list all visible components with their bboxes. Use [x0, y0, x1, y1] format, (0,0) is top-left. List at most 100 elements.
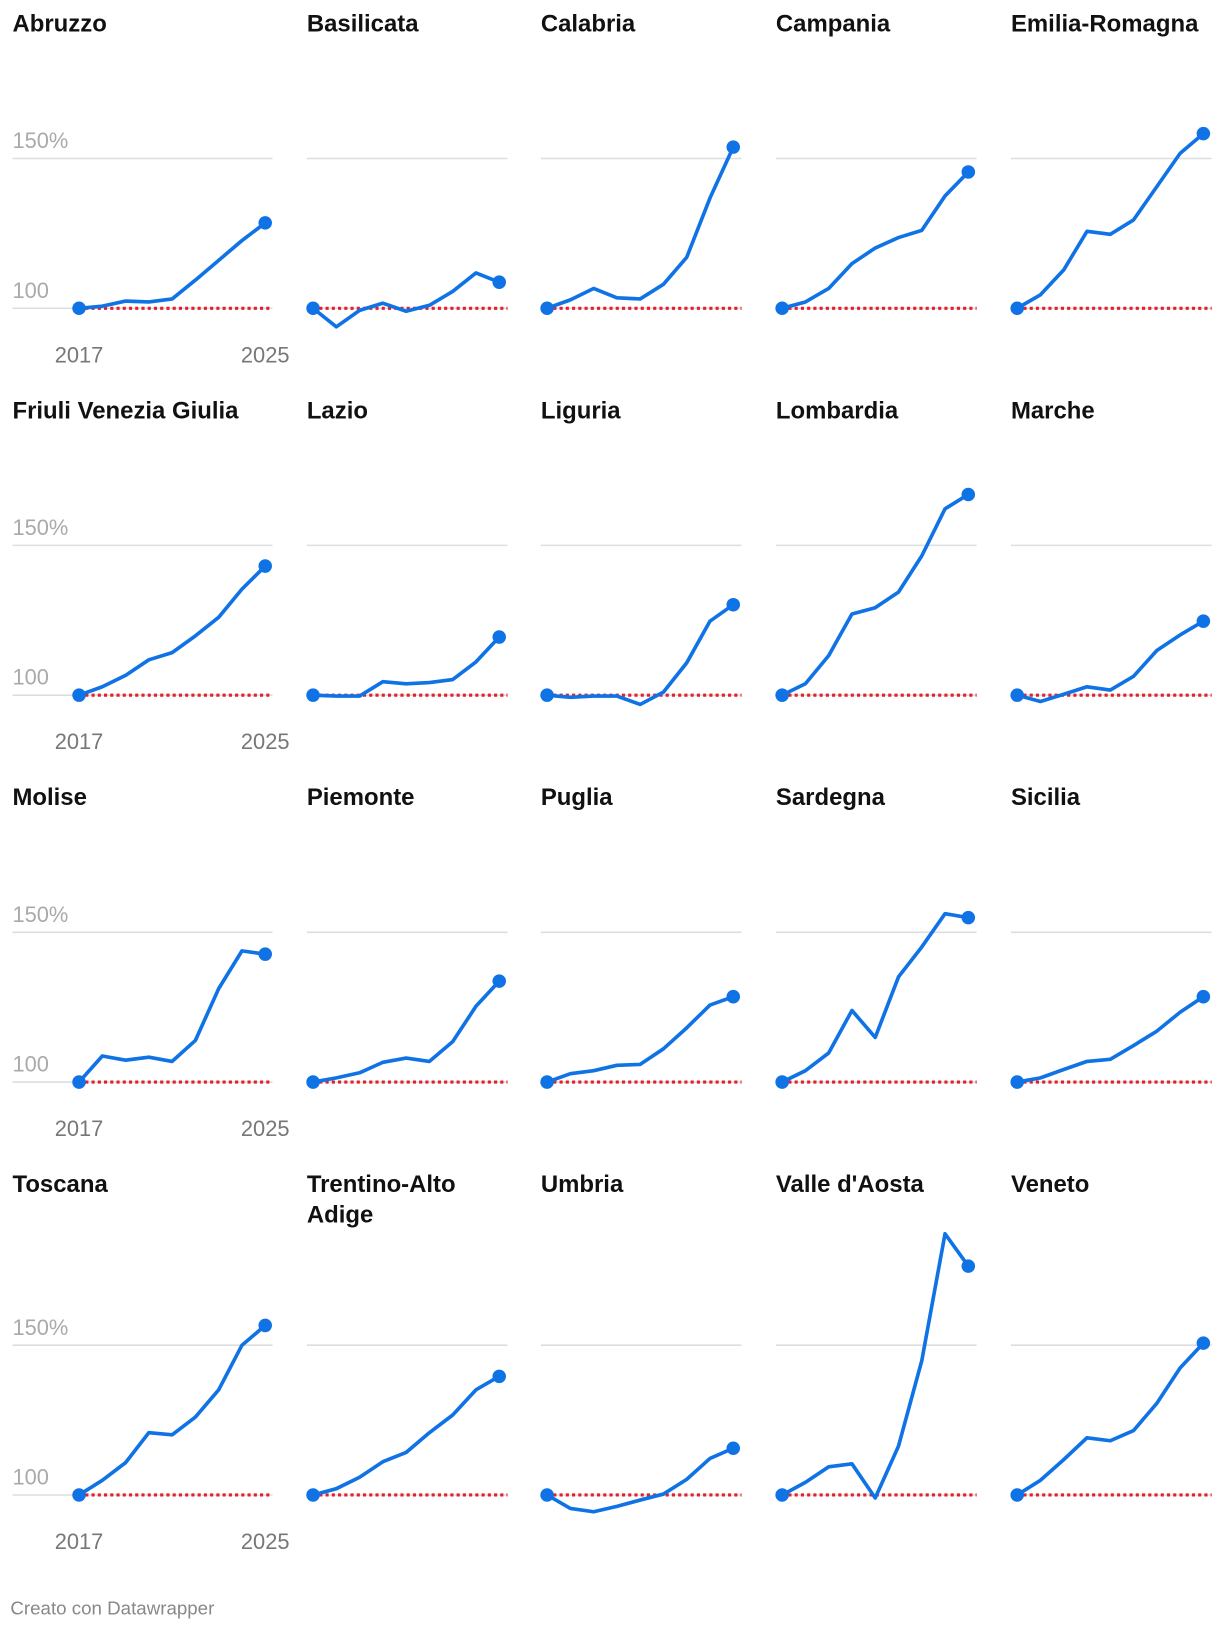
panel-title-box: Molise	[12, 783, 87, 811]
footer: Creato con Datawrapper	[10, 1597, 214, 1618]
point	[1010, 301, 1024, 316]
panel-title: Sardegna	[775, 783, 885, 811]
y-tick-label: 100	[12, 278, 48, 303]
series-line	[312, 1374, 501, 1497]
point	[492, 1369, 506, 1384]
series-line	[546, 1446, 734, 1514]
panel-title-box: Valle d'Aosta	[775, 1170, 924, 1198]
y-tick-label: 100	[12, 1465, 48, 1490]
point	[726, 989, 741, 1004]
series-line	[546, 994, 734, 1084]
series-line	[546, 603, 735, 707]
panel-title-box: Campania	[775, 9, 891, 37]
point	[258, 1318, 272, 1333]
y-tick-label: 150%	[12, 128, 68, 153]
panel-title: Calabria	[540, 9, 636, 37]
series-line	[78, 221, 267, 311]
panel-title-box: Piemonte	[306, 783, 415, 811]
series-line	[781, 1231, 970, 1500]
point	[1196, 126, 1211, 141]
series-line	[77, 949, 266, 1084]
y-tick-label: 150%	[12, 1315, 68, 1340]
point	[258, 947, 272, 961]
panel-title: Veneto	[1010, 1170, 1090, 1198]
panel-title: Piemonte	[306, 783, 415, 811]
panel-title: Liguria	[540, 396, 621, 424]
point	[306, 688, 320, 702]
panel-title-box: Lombardia	[775, 396, 899, 424]
series-line	[1016, 619, 1205, 704]
point	[72, 688, 86, 702]
series-line	[78, 1324, 267, 1497]
x-tick-label: 2025	[241, 729, 290, 754]
panel-title: Lazio	[306, 396, 368, 424]
x-tick-label: 2017	[55, 1116, 104, 1141]
panel-title-box: Emilia-Romagna	[1010, 9, 1199, 37]
panel-title-box: Sicilia	[1011, 783, 1080, 810]
point	[258, 559, 272, 573]
x-tick-label: 2017	[55, 1529, 104, 1554]
panel-title: Valle d'Aosta	[775, 1170, 924, 1198]
point	[72, 1488, 86, 1502]
point	[1010, 1075, 1024, 1089]
x-tick-label: 2017	[55, 729, 104, 754]
point	[726, 597, 741, 612]
series-line	[78, 564, 267, 697]
panel-title: Basilicata	[306, 9, 419, 37]
panel-title-box: Lazio	[306, 396, 368, 424]
series-line	[312, 635, 501, 698]
panel-title-box: Sardegna	[775, 783, 885, 811]
series-line	[1016, 132, 1205, 310]
point	[540, 688, 554, 702]
point	[306, 301, 320, 316]
point	[258, 216, 272, 230]
panel-title: Campania	[775, 9, 891, 37]
panel-title-box: Abruzzo	[12, 10, 106, 37]
y-tick-label: 100	[12, 665, 48, 690]
panel-title: Molise	[12, 783, 87, 811]
panel-title-box: Basilicata	[306, 9, 419, 37]
x-tick-label: 2025	[241, 342, 290, 367]
point	[726, 140, 741, 154]
point	[775, 301, 789, 316]
point	[961, 487, 976, 502]
series-line	[781, 911, 969, 1084]
point	[72, 1075, 86, 1089]
panel-title: Trentino-Alto Adige	[306, 1170, 456, 1228]
point	[961, 165, 976, 179]
point	[492, 630, 506, 644]
x-tick-label: 2017	[55, 342, 104, 367]
point	[961, 1259, 976, 1273]
point	[306, 1075, 320, 1089]
series-line	[781, 492, 970, 697]
point	[775, 688, 789, 702]
point	[492, 974, 506, 988]
panel-title: Emilia-Romagna	[1010, 9, 1199, 37]
panel-title-box: Umbria	[541, 1170, 623, 1197]
y-tick-label: 100	[12, 1052, 48, 1077]
panel-title-box: Liguria	[540, 396, 621, 424]
point	[1010, 688, 1024, 702]
panel-title-box: Veneto	[1010, 1170, 1090, 1198]
panel-title: Lombardia	[775, 396, 899, 424]
panel-title: Friuli Venezia Giulia	[12, 396, 239, 424]
panel-title: Marche	[1010, 396, 1095, 424]
series-line	[312, 979, 501, 1084]
x-tick-label: 2025	[241, 1116, 290, 1141]
point	[1010, 1488, 1024, 1502]
point	[1196, 989, 1211, 1004]
panel-title-box: Puglia	[541, 783, 613, 810]
point	[775, 1075, 789, 1089]
y-tick-label: 150%	[12, 902, 68, 927]
panel-title-box: Calabria	[540, 9, 636, 37]
point	[1196, 1336, 1211, 1350]
series-line	[311, 271, 500, 329]
x-tick-label: 2025	[241, 1529, 290, 1554]
point	[1196, 614, 1211, 628]
point	[306, 1488, 320, 1502]
series-line	[1016, 1341, 1205, 1497]
panel-title-box: Friuli Venezia Giulia	[12, 396, 239, 424]
point	[540, 1075, 554, 1089]
